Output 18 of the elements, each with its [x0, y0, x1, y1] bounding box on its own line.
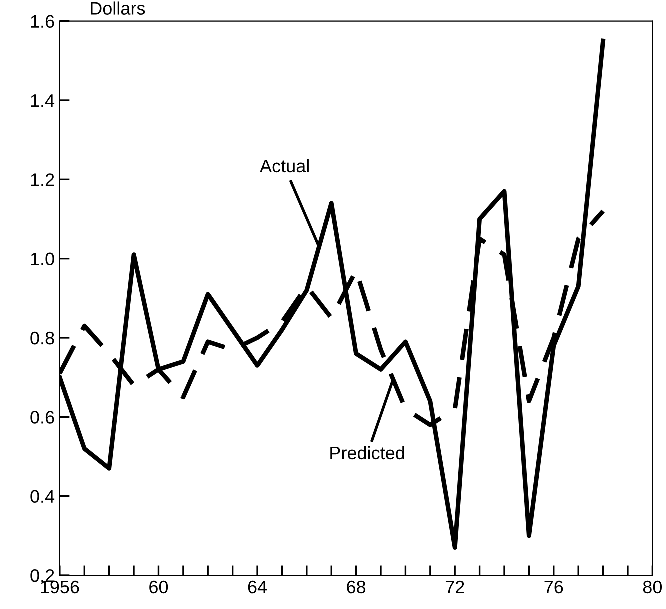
series-label: Predicted [330, 446, 404, 460]
y-tick-label: 0.6 [30, 411, 54, 424]
x-tick-label: 60 [150, 580, 168, 594]
x-tick-label: 72 [446, 580, 464, 594]
x-tick-label: 1956 [41, 580, 80, 594]
y-tick-label: 1.0 [31, 252, 54, 266]
y-tick-label: 0.8 [30, 332, 54, 345]
y-tick-label: 1.4 [31, 94, 55, 108]
y-tick-label: 1.2 [31, 174, 54, 186]
x-tick-label: 76 [544, 580, 564, 594]
x-tick-label: 80 [643, 580, 662, 594]
y-axis-title: Dollars [91, 2, 146, 15]
text: Actual [260, 159, 309, 173]
y-tick-label: 1.6 [31, 15, 54, 28]
y-tick-label: 0.2 [30, 569, 54, 582]
x-tick-label: 68 [347, 580, 366, 594]
y-tick-label: 0.4 [30, 490, 55, 504]
x-tick-label: 64 [248, 580, 268, 594]
